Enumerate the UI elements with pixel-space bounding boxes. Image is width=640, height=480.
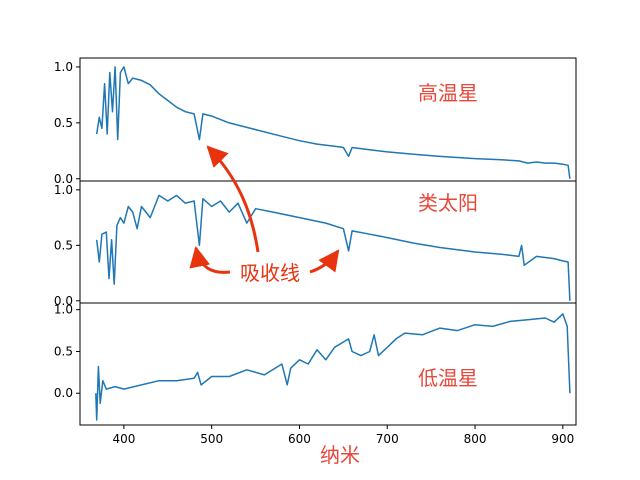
y-tick-label: 0.5: [54, 238, 73, 252]
panel-cool-star: 0.0 0.5 1.0 低温星: [54, 302, 577, 426]
y-tick-label: 0.0: [54, 172, 73, 186]
arrow-left-sun-like: [189, 245, 231, 274]
x-axis-label: 纳米: [320, 443, 360, 467]
y-tick-label: 0.5: [54, 116, 73, 130]
arrow-to-hot-star-line: [206, 145, 260, 253]
y-axis-cool-star: 0.0 0.5 1.0: [54, 303, 80, 400]
panel-label-cool-star: 低温星: [418, 366, 478, 390]
x-tick-label: 500: [200, 432, 223, 446]
x-tick-label: 800: [464, 432, 487, 446]
panel-sun-like: 0.0 0.5 1.0 类太阳: [54, 180, 577, 308]
spectrum-line-sun-like: [95, 194, 571, 301]
panel-label-sun-like: 类太阳: [418, 191, 478, 215]
panel-frame-sun-like: [79, 180, 577, 304]
x-tick-label: 400: [112, 432, 135, 446]
panel-hot-star: 0.0 0.5 1.0 高温星: [54, 57, 577, 186]
spectrum-line-cool-star: [95, 313, 571, 421]
x-tick-label: 600: [288, 432, 311, 446]
absorption-line-label: 吸收线: [240, 261, 300, 285]
panel-label-hot-star: 高温星: [418, 81, 478, 105]
y-tick-label: 0.0: [54, 386, 73, 400]
y-tick-label: 0.0: [54, 294, 73, 308]
spectrum-line-hot-star: [95, 66, 571, 179]
absorption-annotation: 吸收线: [189, 145, 340, 285]
y-axis-hot-star: 0.0 0.5 1.0: [54, 60, 80, 186]
x-tick-label: 700: [376, 432, 399, 446]
x-tick-label: 900: [551, 432, 574, 446]
panel-frame-cool-star: [79, 302, 577, 426]
y-tick-label: 1.0: [54, 183, 73, 197]
x-axis: 400 500 600 700 800 900: [112, 425, 574, 446]
y-tick-label: 0.5: [54, 344, 73, 358]
y-axis-sun-like: 0.0 0.5 1.0: [54, 183, 80, 308]
arrow-right-sun-like: [309, 249, 340, 274]
panel-frame-hot-star: [79, 57, 577, 182]
y-tick-label: 1.0: [54, 303, 73, 317]
y-tick-label: 1.0: [54, 60, 73, 74]
